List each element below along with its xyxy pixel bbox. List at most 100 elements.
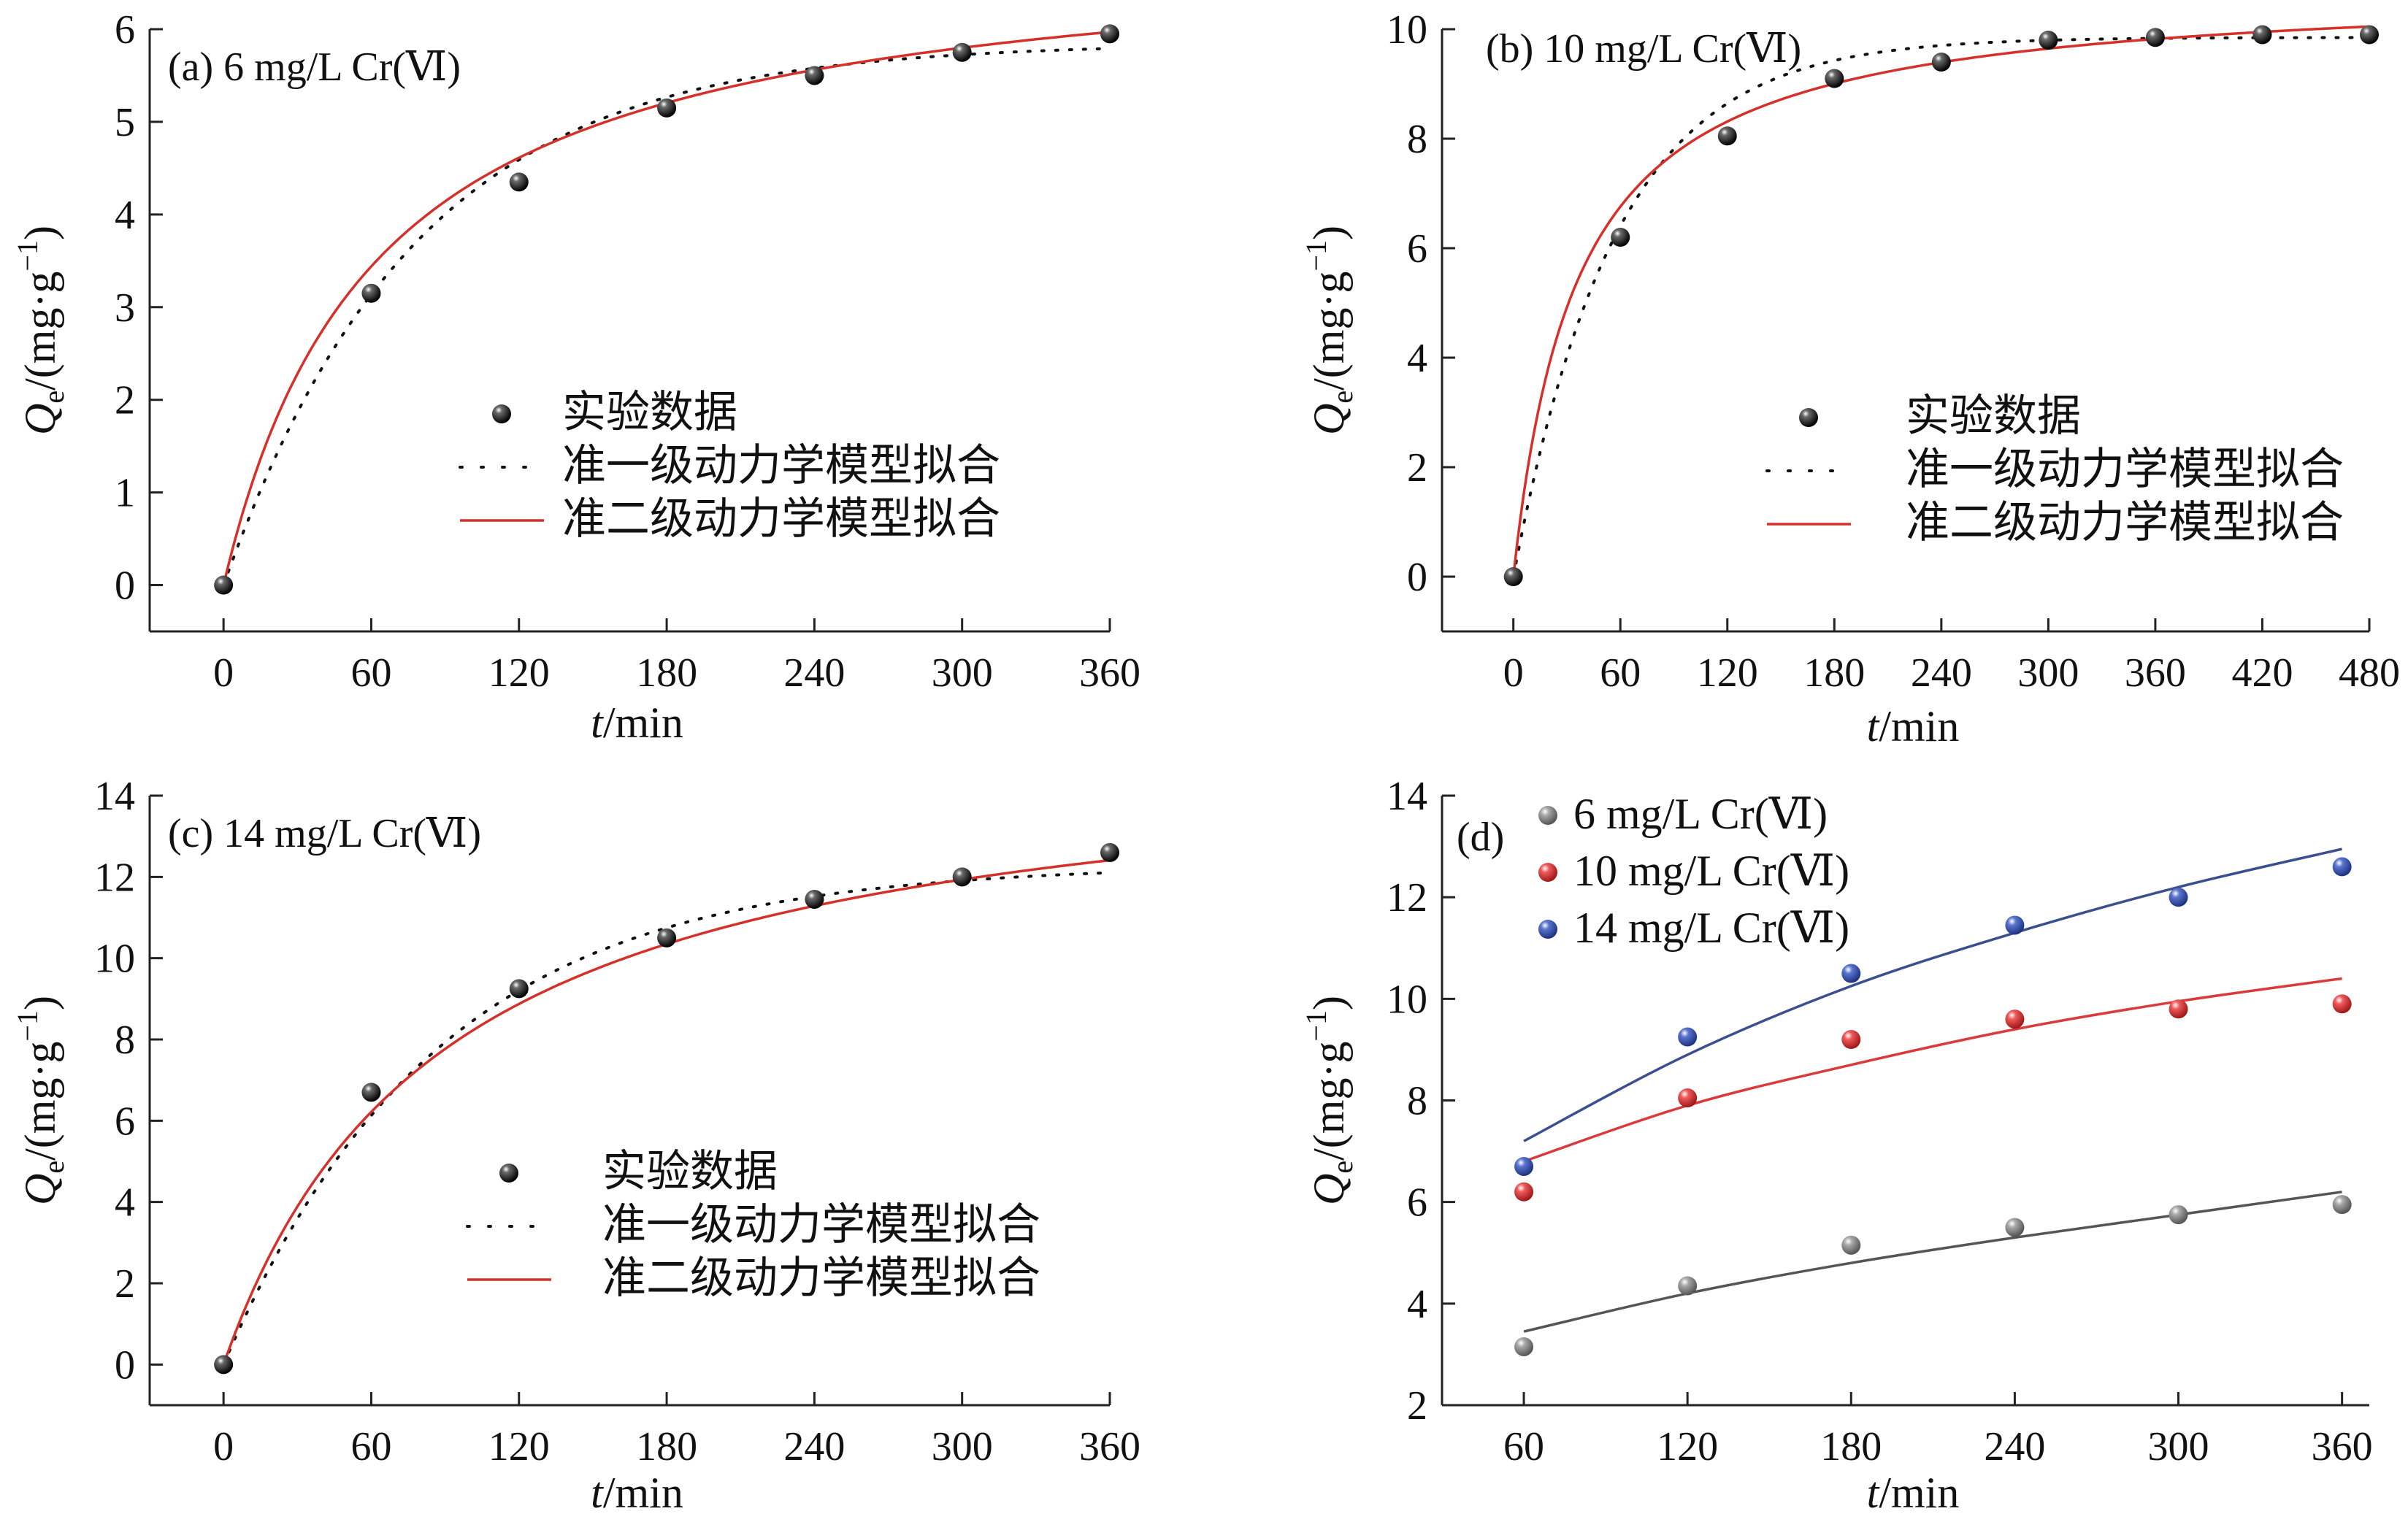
y-tick-label: 4 xyxy=(115,1180,135,1226)
x-tick-label: 300 xyxy=(932,650,993,696)
x-axis-var: t xyxy=(1867,702,1880,750)
legend-marker xyxy=(499,1164,518,1183)
legend-label: 实验数据 xyxy=(562,388,737,437)
y-tick-label: 4 xyxy=(1407,1282,1427,1327)
data-point xyxy=(805,66,824,85)
y-tick-label: 6 xyxy=(1407,226,1427,272)
legend-label: 14 mg/L Cr(Ⅵ) xyxy=(1573,904,1849,952)
x-tick-label: 180 xyxy=(636,1424,697,1469)
x-tick-label: 120 xyxy=(488,1424,550,1469)
y-tick-label: 3 xyxy=(115,285,135,331)
y-axis-unit: /(mg·g xyxy=(16,272,64,391)
data-point xyxy=(1717,126,1737,146)
x-axis-unit: /min xyxy=(603,699,683,747)
panel-b: 0 60 120 180 240 300 360 420 480 0 2 4 6 8 10 t/min Qe/(… xyxy=(1300,7,2400,750)
data-point-series-3 xyxy=(1841,964,1861,983)
data-point xyxy=(1503,567,1523,586)
x-axis-title: t/min xyxy=(1867,1469,1960,1517)
panel-label: (c) 14 mg/L Cr(Ⅵ) xyxy=(168,811,481,856)
y-axis-title: Qe/(mg·g−1) xyxy=(11,996,70,1205)
x-tick-label: 300 xyxy=(2148,1424,2209,1469)
y-axis-close: ) xyxy=(16,996,64,1010)
x-tick-label: 120 xyxy=(1697,650,1758,696)
data-point xyxy=(805,889,824,909)
y-tick-label: 8 xyxy=(1407,1079,1427,1124)
x-tick-label: 360 xyxy=(2312,1424,2373,1469)
y-tick-label: 2 xyxy=(115,378,135,423)
y-axis-close: ) xyxy=(1305,996,1353,1010)
data-point-series-3 xyxy=(1678,1027,1698,1047)
data-point-series-2 xyxy=(2332,994,2352,1014)
panel-label: (a) 6 mg/L Cr(Ⅵ) xyxy=(168,45,461,90)
data-point xyxy=(952,867,972,887)
x-tick-label: 360 xyxy=(2125,650,2186,696)
data-point xyxy=(2145,28,2165,47)
y-tick-label: 5 xyxy=(115,100,135,145)
data-point xyxy=(2252,25,2272,45)
legend-marker xyxy=(1538,863,1557,882)
data-point-series-1 xyxy=(2169,1205,2188,1225)
legend-label: 准一级动力学模型拟合 xyxy=(562,442,1000,490)
y-axis-unit: /(mg·g xyxy=(1305,1042,1353,1161)
fit-line-series-2 xyxy=(1523,977,2342,1163)
x-axis-title: t/min xyxy=(591,1469,683,1517)
legend-label: 准一级动力学模型拟合 xyxy=(602,1201,1040,1249)
y-axis-title: Qe/(mg·g−1) xyxy=(1300,226,1359,435)
panel-d: 60 120 180 240 300 360 2 4 6 8 10 12 14 t/min Qe/(mg·g… xyxy=(1300,774,2373,1517)
y-tick-label: 6 xyxy=(115,1099,135,1144)
data-point-series-3 xyxy=(2005,915,2025,935)
y-tick-label: 4 xyxy=(1407,336,1427,381)
x-tick-label: 0 xyxy=(1503,650,1524,696)
data-point xyxy=(2360,25,2379,45)
data-point xyxy=(1100,842,1119,862)
x-tick-label: 60 xyxy=(350,650,391,696)
pfo-fit-line xyxy=(1511,36,2371,578)
x-tick-label: 60 xyxy=(350,1424,391,1469)
y-axis-sub: e xyxy=(37,391,70,404)
y-tick-label: 12 xyxy=(94,855,135,900)
y-axis-sup: −1 xyxy=(1300,240,1333,272)
legend-label: 10 mg/L Cr(Ⅵ) xyxy=(1573,847,1849,895)
x-tick-label: 480 xyxy=(2339,650,2400,696)
data-point xyxy=(509,172,529,192)
x-tick-label: 240 xyxy=(1984,1424,2045,1469)
y-tick-label: 14 xyxy=(94,774,135,819)
data-point xyxy=(509,979,529,999)
data-point-series-2 xyxy=(1678,1088,1698,1108)
y-tick-label: 8 xyxy=(115,1018,135,1063)
data-point-series-1 xyxy=(1841,1235,1861,1255)
legend-marker xyxy=(1799,408,1818,427)
legend-marker xyxy=(1538,806,1557,825)
data-point xyxy=(657,928,677,947)
x-axis-var: t xyxy=(591,1469,604,1517)
legend: 6 mg/L Cr(Ⅵ) 10 mg/L Cr(Ⅵ) 14 mg/L Cr(Ⅵ) xyxy=(1538,790,1849,952)
panel-a: 0 60 120 180 240 300 360 0 1 2 3 4 5 6 t/min Qe/(mg·g−1… xyxy=(11,7,1140,747)
y-tick-label: 8 xyxy=(1407,117,1427,162)
x-axis-var: t xyxy=(1867,1469,1880,1517)
y-axis-sup: −1 xyxy=(1300,1010,1333,1042)
y-axis-sub: e xyxy=(37,1161,70,1174)
data-point-series-2 xyxy=(1514,1182,1534,1202)
x-axis-var: t xyxy=(591,699,604,747)
legend-label: 实验数据 xyxy=(1906,392,2081,440)
panel-label: (b) 10 mg/L Cr(Ⅵ) xyxy=(1486,26,1801,72)
data-point xyxy=(952,42,972,62)
x-tick-label: 300 xyxy=(932,1424,993,1469)
legend-label: 实验数据 xyxy=(602,1148,778,1196)
y-axis-unit: /(mg·g xyxy=(16,1042,64,1161)
y-tick-label: 1 xyxy=(115,471,135,516)
x-tick-label: 120 xyxy=(1657,1424,1718,1469)
y-tick-label: 2 xyxy=(115,1261,135,1307)
x-tick-label: 120 xyxy=(488,650,550,696)
x-axis-title: t/min xyxy=(1867,702,1960,750)
panel-label: (d) xyxy=(1457,815,1504,860)
y-tick-label: 0 xyxy=(115,1342,135,1388)
y-axis-var: Q xyxy=(1305,1174,1353,1205)
y-tick-label: 6 xyxy=(1407,1180,1427,1226)
data-point xyxy=(361,1083,381,1102)
y-tick-label: 10 xyxy=(94,937,135,982)
legend-label: 准二级动力学模型拟合 xyxy=(602,1254,1040,1302)
